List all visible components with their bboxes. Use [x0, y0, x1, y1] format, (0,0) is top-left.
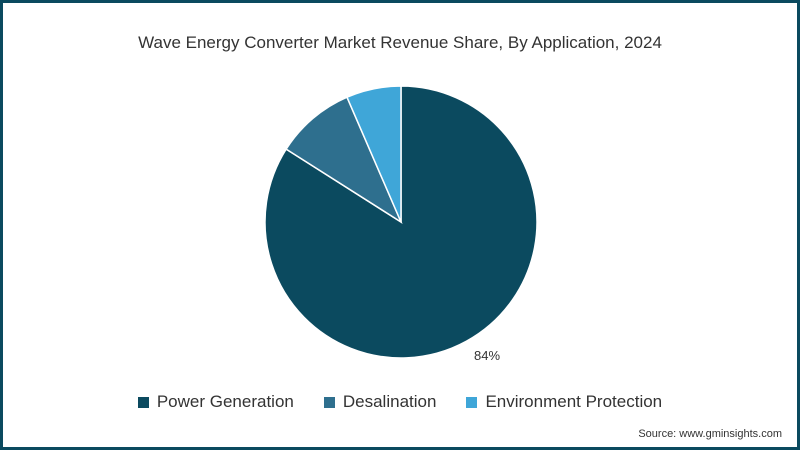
pie-slice-desalination[interactable] — [285, 96, 403, 224]
pie-slice-environment-protection[interactable] — [346, 85, 402, 223]
legend-item-environment-protection[interactable]: Environment Protection — [466, 392, 662, 412]
legend-label: Power Generation — [156, 392, 294, 411]
legend-label: Desalination — [342, 392, 437, 411]
desalination-swatch-icon — [323, 396, 335, 408]
chart-title: Wave Energy Converter Market Revenue Sha… — [138, 33, 662, 52]
legend-item-desalination[interactable]: Desalination — [323, 392, 437, 412]
source-note: Source: www.gminsights.com — [638, 428, 782, 440]
power-generation-swatch-icon — [137, 396, 149, 408]
legend-label: Environment Protection — [485, 392, 663, 411]
power-generation-percent-label: 84% — [474, 348, 501, 363]
legend: Power Generation Desalination Environmen… — [0, 392, 800, 412]
environment-protection-swatch-icon — [466, 396, 478, 408]
legend-item-power-generation[interactable]: Power Generation — [137, 392, 294, 412]
